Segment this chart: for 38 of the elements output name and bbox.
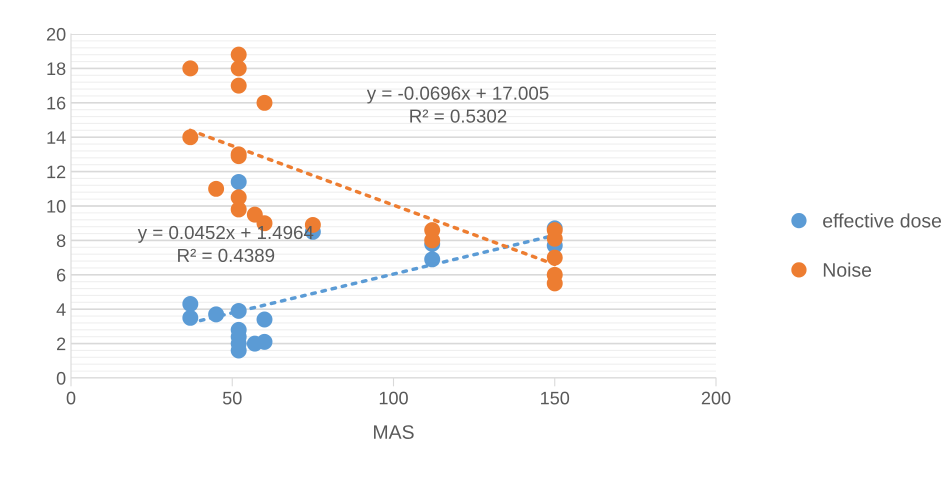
point [230,46,247,63]
point [182,129,198,146]
point [424,251,440,268]
y-tick-label: 14 [47,131,66,144]
y-tick-label: 0 [56,372,66,385]
y-tick-label: 12 [47,166,66,178]
y-tick-label: 18 [47,62,66,76]
legend-label: effective dose [823,213,942,228]
x-tick-label: 0 [66,392,76,404]
x-tick-label: 50 [222,392,242,404]
point [230,302,247,319]
point [246,206,263,223]
point [182,60,198,76]
y-tick-label: 6 [57,268,66,282]
point [230,201,247,218]
point [182,296,198,312]
y-tick-label: 10 [47,200,66,213]
y-tick-label: 20 [46,28,66,41]
point [230,60,247,76]
point [230,174,247,190]
point [256,312,272,328]
x-tick-label: 100 [380,392,408,404]
point [230,78,247,94]
x-tick-label: 200 [702,392,730,404]
point [546,250,563,266]
y-tick-label: 8 [56,234,66,248]
point [208,306,224,322]
point [256,94,272,111]
point [208,180,224,197]
legend-label: Noise [824,262,872,277]
y-tick-label: 16 [47,96,66,110]
x-axis-title: MAS [374,425,414,439]
point [256,334,272,350]
y-tick-label: 4 [56,303,66,316]
x-tick-label: 150 [541,392,570,404]
y-tick-label: 2 [57,338,66,350]
point [182,310,198,326]
annotation: y = -0.0696x + 17.005 R² = 0.5302 [366,86,548,123]
